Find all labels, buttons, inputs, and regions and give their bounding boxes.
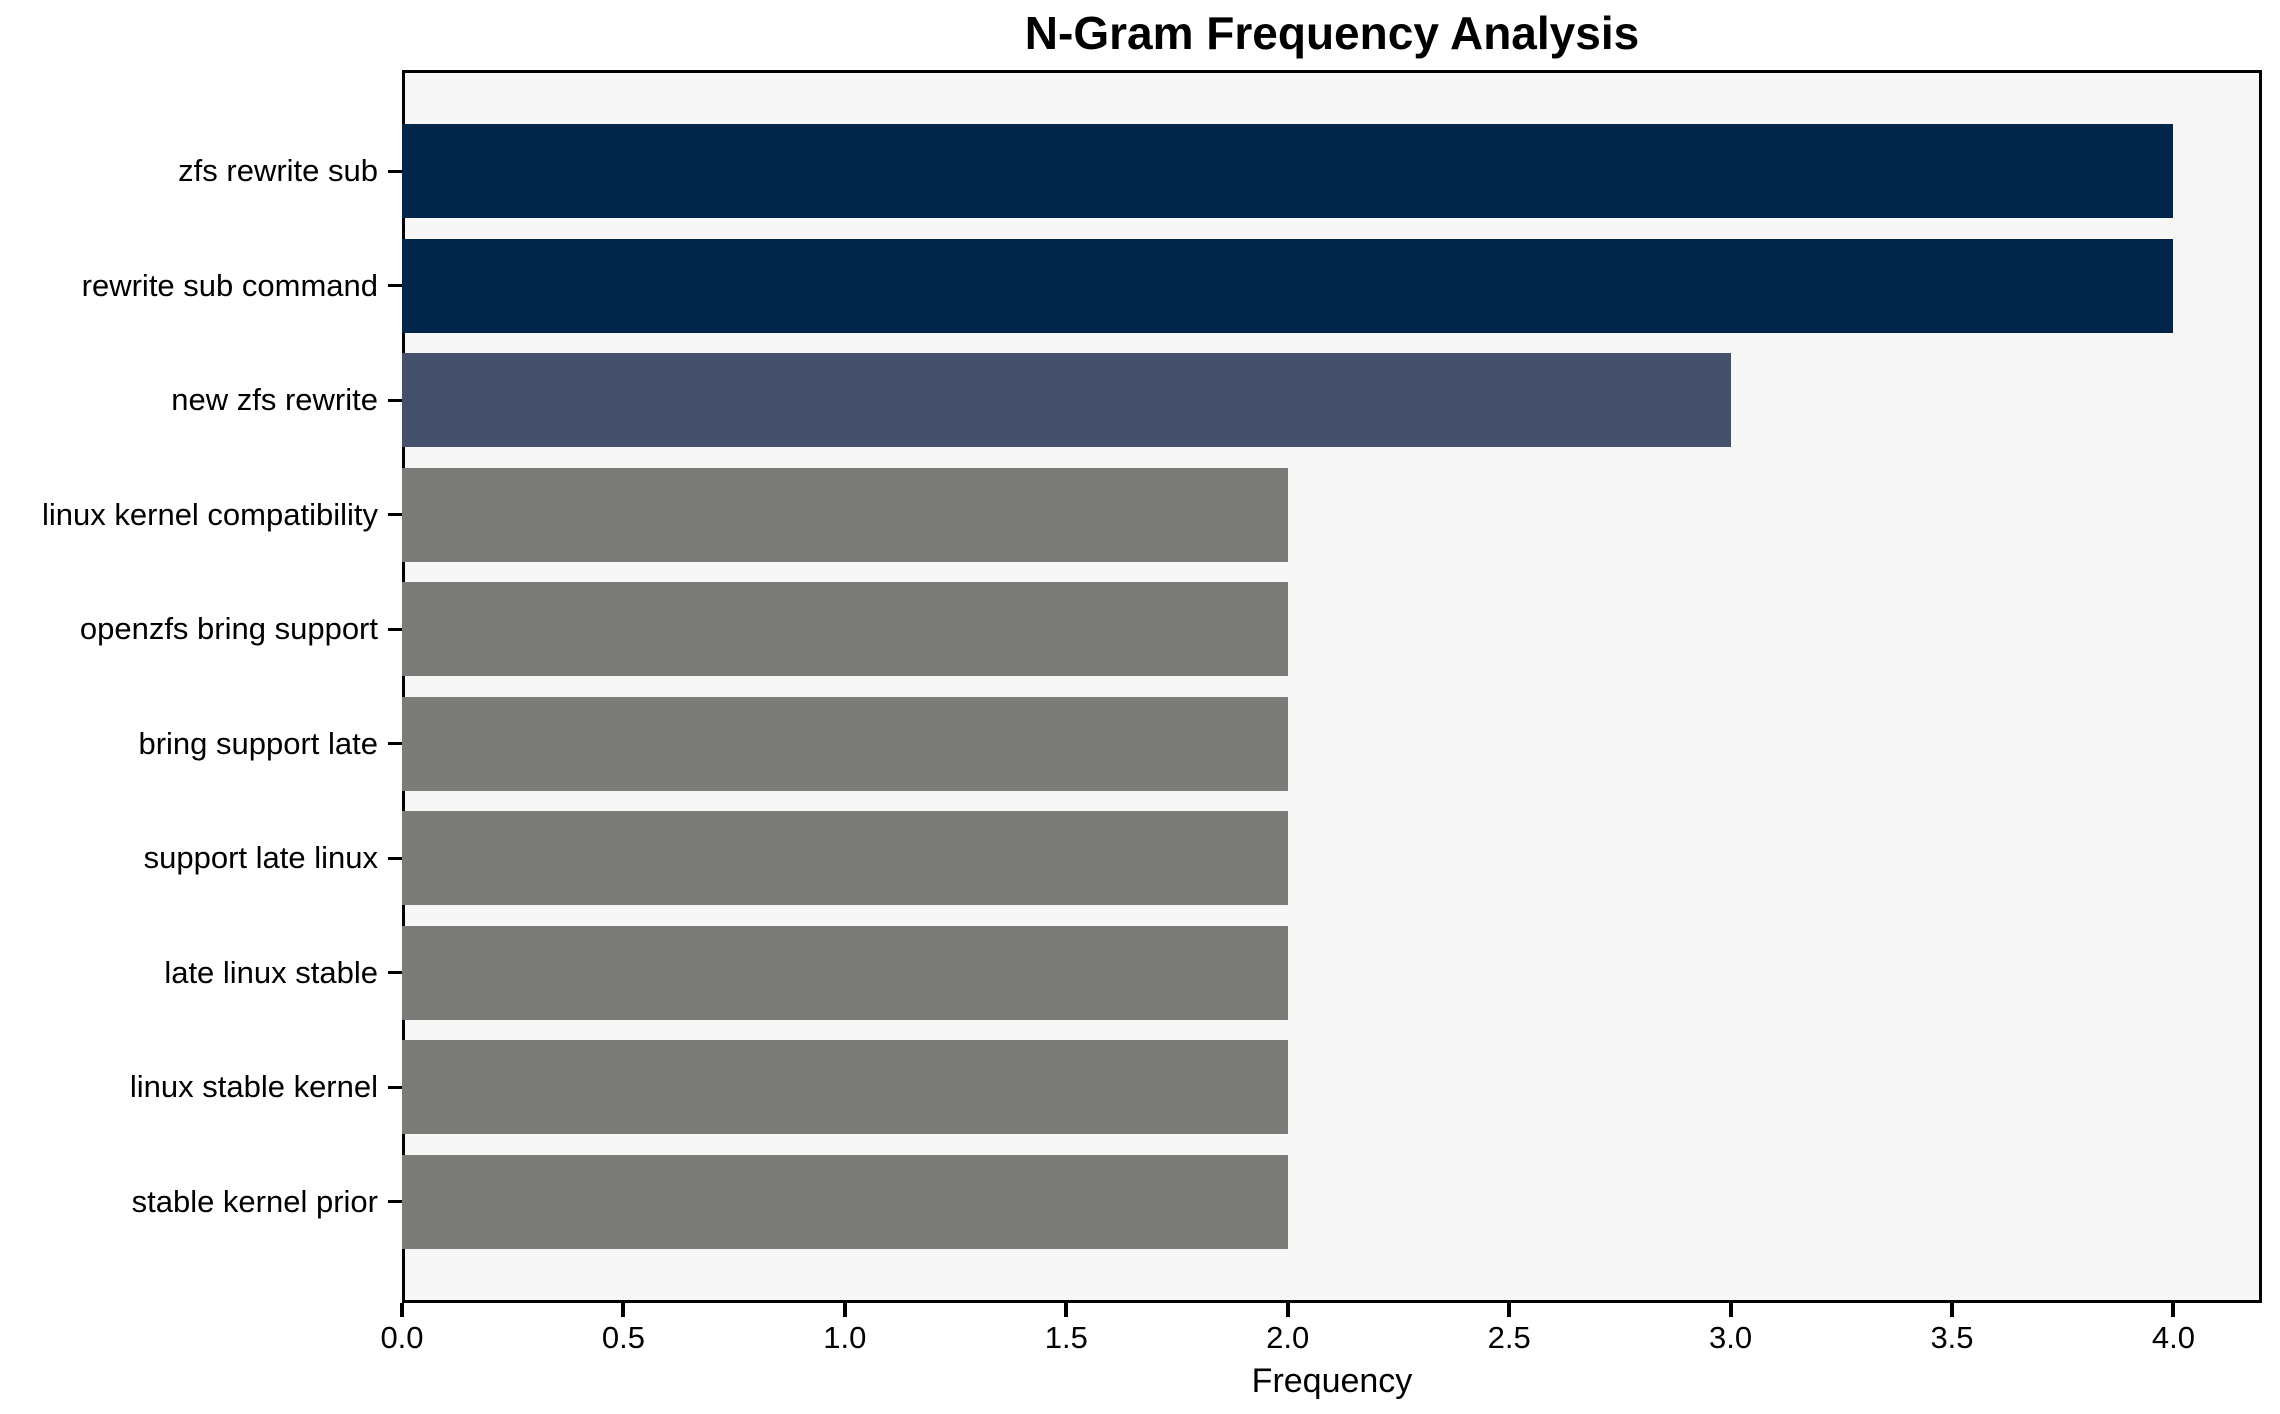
x-tick-mark [1950,1303,1954,1317]
x-tick-mark [400,1303,404,1317]
bar-track [402,343,2262,458]
bar-track [402,916,2262,1031]
bar [402,238,2174,333]
bar-track [402,229,2262,344]
bar-track [402,1145,2262,1260]
bar-track [402,572,2262,687]
bar-track [402,1030,2262,1145]
x-tick-mark [621,1303,626,1317]
x-tick-mark [2171,1303,2176,1317]
bar-row: support late linux [0,801,2262,916]
y-tick-label: late linux stable [164,954,378,990]
bar [402,124,2174,219]
y-tick-mark [388,627,402,631]
x-tick-mark [1507,1303,1512,1317]
y-tick-label: linux kernel compatibility [42,496,378,532]
y-tick-mark [388,971,402,975]
bar-row: late linux stable [0,916,2262,1031]
bar [402,925,1288,1020]
bar-row: linux kernel compatibility [0,458,2262,573]
y-tick-label: new zfs rewrite [171,382,378,418]
x-axis-label: Frequency [1251,1362,1413,1400]
bar-track [402,687,2262,802]
bar-row: stable kernel prior [0,1145,2262,1260]
x-tick-mark [1728,1303,1733,1317]
y-tick-mark [388,513,402,517]
bar [402,1040,1288,1135]
chart-title: N-Gram Frequency Analysis [1024,7,1640,59]
x-axis: 0.0 0.5 1.0 1.5 2.0 2.5 3.0 3.5 4.0 [380,1303,2262,1363]
x-tick-label: 0.0 [380,1320,424,1355]
x-tick-label: 3.0 [1709,1320,1753,1355]
x-tick-label: 1.5 [1044,1320,1088,1355]
x-tick-label: 1.0 [823,1320,867,1355]
y-tick-label: openzfs bring support [79,611,378,647]
x-tick-mark [842,1303,847,1317]
x-tick-mark [1064,1303,1069,1317]
x-tick-label: 4.0 [2151,1320,2195,1355]
bar-row: new zfs rewrite [0,343,2262,458]
bar-track [402,801,2262,916]
bar-row: zfs rewrite sub [0,114,2262,229]
y-tick-label: bring support late [138,725,378,761]
bar [402,696,1288,791]
y-tick-mark [388,169,402,173]
y-tick-mark [388,398,402,402]
bar [402,582,1288,677]
x-tick-label: 0.5 [601,1320,645,1355]
bar [402,353,1731,448]
x-tick-mark [1285,1303,1290,1317]
x-tick-label: 2.0 [1266,1320,1310,1355]
y-tick-mark [388,856,402,860]
y-tick-mark [388,1200,402,1204]
bar-row: bring support late [0,687,2262,802]
y-tick-label: linux stable kernel [129,1069,378,1105]
y-tick-label: support late linux [143,840,378,876]
bar-row: linux stable kernel [0,1030,2262,1145]
y-tick-mark [388,284,402,288]
bar-track [402,458,2262,573]
y-tick-label: zfs rewrite sub [178,153,378,189]
x-tick-label: 2.5 [1487,1320,1531,1355]
bar-track [402,114,2262,229]
bar [402,467,1288,562]
y-tick-label: rewrite sub command [81,267,378,303]
y-tick-label: stable kernel prior [131,1183,378,1219]
y-tick-mark [388,742,402,746]
bar [402,1154,1288,1249]
bar-row: rewrite sub command [0,229,2262,344]
bar [402,811,1288,906]
x-tick-label: 3.5 [1930,1320,1974,1355]
bar-row: openzfs bring support [0,572,2262,687]
bar-rows: zfs rewrite sub rewrite sub command new zf… [0,70,2262,1303]
y-tick-mark [388,1085,402,1089]
